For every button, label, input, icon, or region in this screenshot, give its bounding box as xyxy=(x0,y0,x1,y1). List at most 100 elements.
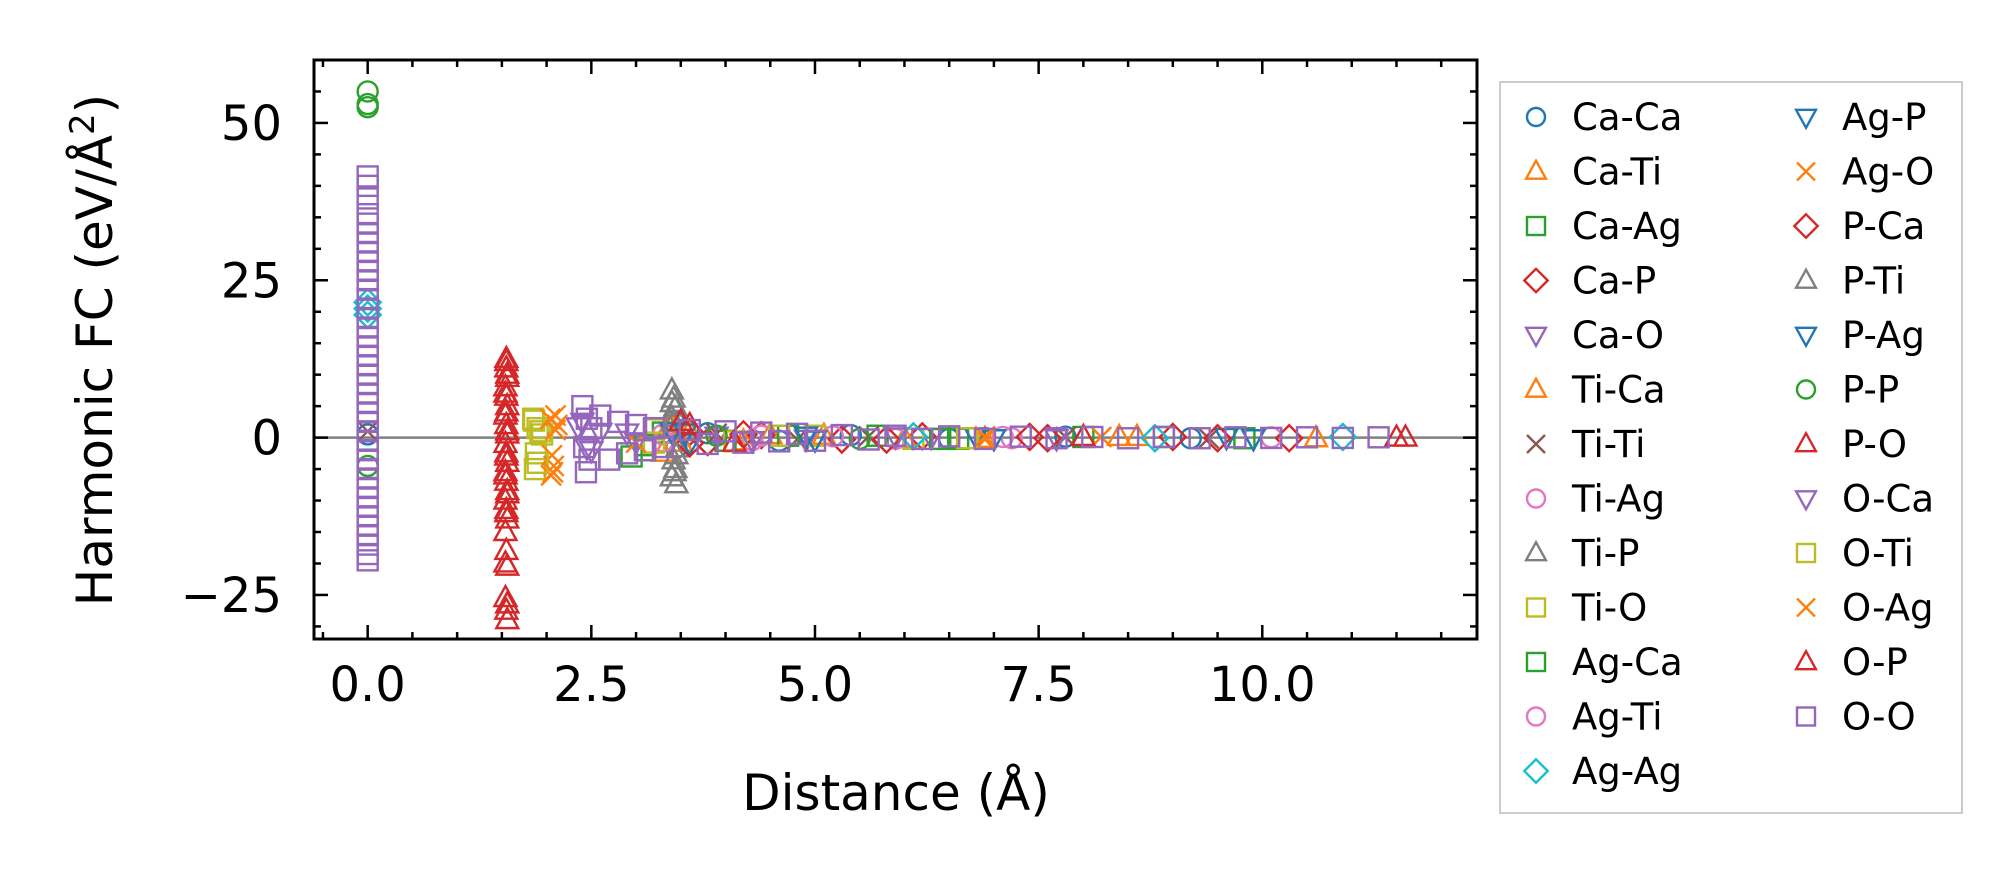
point-ag-ag xyxy=(1328,422,1358,452)
legend-entry-ag-ag: Ag-Ag xyxy=(1522,750,1682,793)
y-tick-label: −25 xyxy=(181,568,282,624)
point-ag-ti xyxy=(991,425,1015,449)
legend-marker-ca-p xyxy=(1522,267,1550,294)
legend-label: O-Ag xyxy=(1842,587,1934,630)
legend-label: Ti-Ag xyxy=(1571,478,1665,521)
point-o-o xyxy=(714,420,737,443)
point-p-ag xyxy=(1240,429,1267,453)
point-ag-ag xyxy=(352,293,383,324)
point-o-o xyxy=(1224,426,1247,449)
data-points xyxy=(352,80,1419,630)
point-o-o xyxy=(1045,427,1068,450)
legend-entry-o-ca: O-Ca xyxy=(1794,478,1934,521)
point-o-o xyxy=(574,461,598,484)
x-axis-label: Distance (Å) xyxy=(742,764,1050,822)
legend-label: P-O xyxy=(1842,423,1907,466)
legend-marker-ag-ag xyxy=(1522,757,1550,785)
legend-entry-p-ag: P-Ag xyxy=(1794,314,1925,357)
point-o-o xyxy=(937,425,961,448)
legend-label: Ti-Ca xyxy=(1571,369,1666,412)
point-o-ag xyxy=(544,419,567,441)
legend-marker-o-o xyxy=(1795,706,1817,727)
legend-marker-ti-ca xyxy=(1524,376,1548,398)
legend-marker-o-ag xyxy=(1796,597,1816,618)
legend-label: P-Ag xyxy=(1842,314,1925,357)
point-o-ti xyxy=(526,451,549,474)
legend-entry-ag-p: Ag-P xyxy=(1794,96,1926,139)
legend-marker-ag-ca xyxy=(1525,651,1547,673)
point-p-p xyxy=(356,96,379,119)
legend-entry-o-o: O-O xyxy=(1795,696,1916,739)
point-ag-o xyxy=(541,444,563,467)
legend-entry-ca-ag: Ca-Ag xyxy=(1525,205,1682,248)
legend-label: O-Ti xyxy=(1842,532,1914,575)
legend-marker-ti-ag xyxy=(1525,488,1547,509)
legend-label: O-Ca xyxy=(1842,478,1934,521)
legend-entry-ca-ca: Ca-Ca xyxy=(1525,96,1682,139)
point-o-p xyxy=(493,498,520,523)
point-ca-p xyxy=(1158,422,1188,452)
point-o-ag xyxy=(539,407,562,430)
point-o-o xyxy=(356,187,379,210)
legend-entry-p-o: P-O xyxy=(1794,423,1907,466)
point-p-o xyxy=(494,504,521,529)
legend-label: Ti-O xyxy=(1571,587,1647,630)
legend-marker-ag-o xyxy=(1796,161,1816,182)
legend-marker-ti-p xyxy=(1524,539,1548,562)
legend-entry-o-ag: O-Ag xyxy=(1796,587,1934,630)
legend-entry-ti-o: Ti-O xyxy=(1525,587,1647,630)
y-axis-label: Harmonic FC (eV/Å2) xyxy=(63,94,124,606)
point-o-o xyxy=(1081,425,1104,449)
point-o-o xyxy=(572,435,596,459)
legend-entry-ag-ca: Ag-Ca xyxy=(1525,641,1683,684)
point-o-o xyxy=(884,424,907,447)
x-tick-label: 5.0 xyxy=(777,657,853,713)
legend-label: Ca-Ca xyxy=(1572,96,1682,139)
legend-marker-ti-o xyxy=(1525,597,1547,618)
point-o-o xyxy=(696,432,719,456)
point-o-o xyxy=(785,422,809,446)
legend-entry-p-p: P-P xyxy=(1795,369,1899,412)
legend-marker-ag-p xyxy=(1794,108,1818,131)
legend-entry-p-ca: P-Ca xyxy=(1792,205,1925,248)
x-tick-label: 7.5 xyxy=(1000,657,1076,713)
point-ag-ag xyxy=(1140,423,1170,453)
legend-marker-ca-ti xyxy=(1524,158,1548,180)
legend-marker-ca-ca xyxy=(1525,106,1547,128)
point-ti-p xyxy=(663,469,690,494)
legend-label: P-Ca xyxy=(1842,205,1925,248)
point-o-o xyxy=(356,174,379,198)
point-o-o xyxy=(973,427,997,451)
legend-label: Ca-Ti xyxy=(1572,151,1662,194)
point-o-o xyxy=(1295,426,1319,449)
point-o-p xyxy=(676,410,703,435)
point-o-o xyxy=(651,435,675,459)
series-o-ag xyxy=(539,407,996,484)
legend-marker-o-ti xyxy=(1795,542,1817,564)
point-o-o xyxy=(1367,426,1390,449)
point-p-o xyxy=(493,596,520,620)
point-o-ca xyxy=(1043,429,1070,453)
series-o-p xyxy=(492,347,1410,614)
point-o-ca xyxy=(882,427,909,451)
point-o-o xyxy=(606,410,630,434)
legend-entry-ti-ti: Ti-Ti xyxy=(1526,423,1645,466)
legend: Ca-Ca Ca-Ti Ca-Ag Ca-P Ca-O Ti-Ca Ti-Ti Ti-Ag Ti… xyxy=(1499,81,1963,814)
point-o-o xyxy=(803,429,827,452)
x-tick-label: 0.0 xyxy=(330,657,406,713)
point-o-ca xyxy=(578,440,605,465)
legend-entry-ag-ti: Ag-Ti xyxy=(1525,696,1663,739)
legend-label: Ag-O xyxy=(1842,151,1934,194)
point-o-o xyxy=(1260,426,1283,450)
point-o-p xyxy=(494,416,521,441)
point-o-p xyxy=(493,347,520,372)
legend-label: O-P xyxy=(1842,641,1908,684)
legend-label: Ag-Ag xyxy=(1572,750,1682,793)
legend-box xyxy=(1499,81,1963,814)
plot-frame xyxy=(312,58,1479,641)
legend-marker-p-o xyxy=(1794,430,1818,453)
point-o-o xyxy=(633,438,657,462)
legend-label: Ti-Ti xyxy=(1571,423,1645,466)
legend-marker-p-p xyxy=(1795,379,1817,400)
